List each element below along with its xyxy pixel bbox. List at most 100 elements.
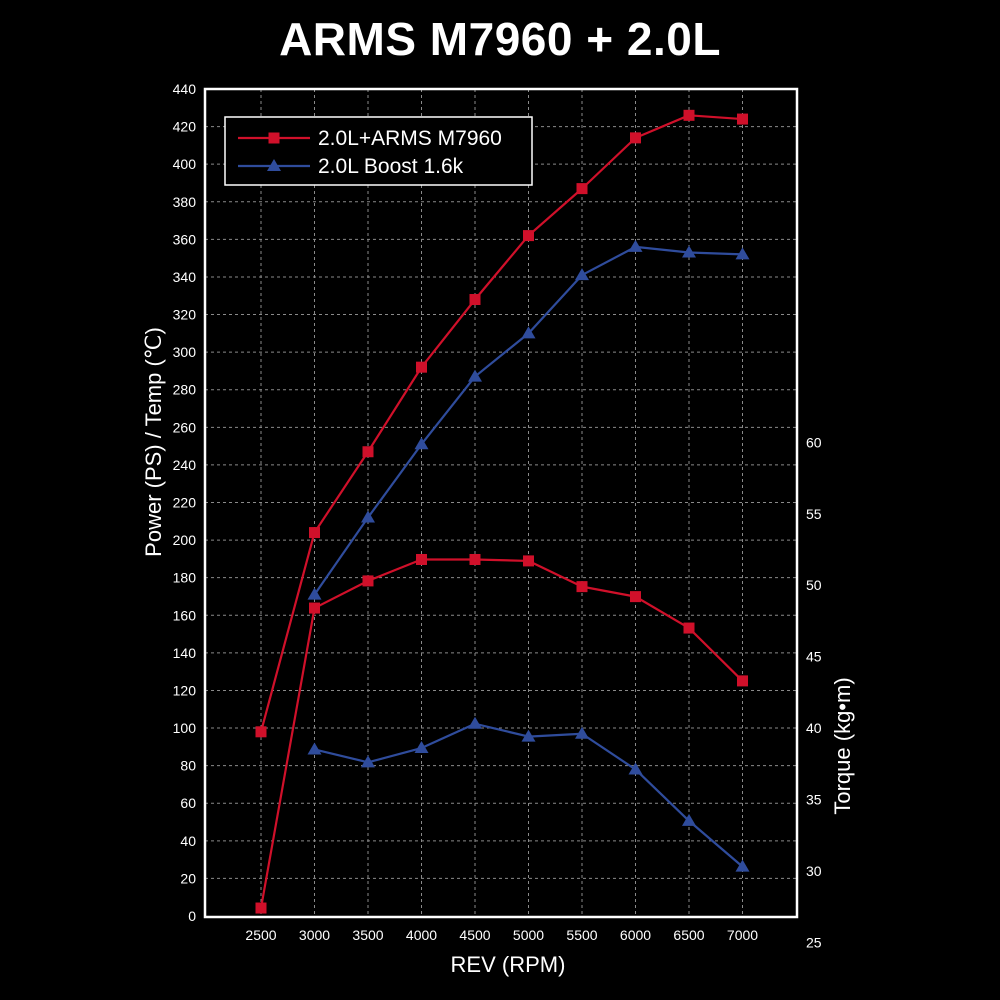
data-point <box>469 553 481 565</box>
series-line <box>259 114 743 733</box>
y-tick-label-left: 360 <box>173 231 197 247</box>
y-tick-label-right: 50 <box>806 577 822 593</box>
data-point <box>361 755 375 768</box>
y-tick-label-left: 80 <box>180 758 196 774</box>
series-line <box>259 558 744 909</box>
x-axis-ticks: 2500 3000 3500 4000 4500 5000 5500 6000 6500 7000 <box>245 927 758 943</box>
x-tick-label: 3500 <box>352 927 383 943</box>
series-power-blue <box>307 239 750 600</box>
y-tick-label-left: 340 <box>173 269 197 285</box>
data-point <box>521 326 536 339</box>
data-point <box>735 859 750 872</box>
x-tick-label: 6500 <box>673 927 704 943</box>
data-point <box>682 813 696 826</box>
legend-label: 2.0L+ARMS M7960 <box>318 127 502 150</box>
x-tick-label: 2500 <box>245 927 276 943</box>
data-point <box>523 555 534 567</box>
y-tick-label-left: 60 <box>180 795 196 811</box>
data-point <box>361 510 375 523</box>
x-tick-label: 3000 <box>299 927 330 943</box>
y-tick-label-left: 100 <box>173 720 197 736</box>
x-tick-label: 4000 <box>406 927 437 943</box>
y-tick-label-left: 400 <box>173 156 197 172</box>
y-tick-label-left: 440 <box>173 81 197 97</box>
data-point <box>307 742 322 755</box>
data-point <box>468 369 482 382</box>
series-layer <box>255 109 750 914</box>
x-tick-label: 5000 <box>513 927 544 943</box>
data-point <box>630 132 641 144</box>
right-axis-ticks: 25 30 35 40 45 50 55 60 <box>806 434 822 950</box>
series-power-red <box>255 109 748 738</box>
y-tick-label-left: 0 <box>188 908 196 924</box>
series-torque-red <box>255 553 748 914</box>
y-axis-label-right: Torque (kg•m) <box>830 677 855 814</box>
y-tick-label-left: 220 <box>173 495 197 511</box>
data-point <box>362 575 374 587</box>
data-point <box>416 361 427 373</box>
y-tick-label-right: 35 <box>806 791 822 807</box>
data-point <box>414 437 429 450</box>
legend: 2.0L+ARMS M7960 2.0L Boost 1.6k <box>224 116 533 186</box>
legend-label: 2.0L Boost 1.6k <box>318 155 464 178</box>
x-axis-label: REV (RPM) <box>451 952 566 977</box>
y-tick-label-right: 60 <box>806 434 822 450</box>
y-axis-label-left: Power (PS) / Temp (℃) <box>141 327 166 557</box>
y-tick-label-right: 25 <box>806 934 822 950</box>
data-point <box>628 239 643 252</box>
chart-title: ARMS M7960 + 2.0L <box>279 13 721 65</box>
data-point <box>523 230 534 242</box>
legend-marker <box>267 159 281 171</box>
data-point <box>735 247 750 260</box>
data-point <box>521 729 536 742</box>
y-tick-label-left: 300 <box>173 344 197 360</box>
data-point <box>468 716 482 729</box>
legend-marker <box>268 132 280 144</box>
y-tick-label-left: 320 <box>173 307 197 323</box>
y-tick-label-left: 380 <box>173 194 197 210</box>
left-axis-ticks: 0 20 40 60 80 100 120 140 160 180 200 220 240 260 280 3… <box>173 81 197 924</box>
data-point <box>628 762 643 775</box>
y-tick-label-left: 240 <box>173 457 197 473</box>
y-tick-label-left: 280 <box>173 382 197 398</box>
data-point <box>576 581 588 593</box>
data-point <box>630 591 641 603</box>
y-tick-label-left: 260 <box>173 419 197 435</box>
data-point <box>307 587 322 600</box>
y-tick-label-left: 20 <box>180 870 196 886</box>
data-point <box>362 446 374 458</box>
data-point <box>255 902 267 914</box>
plot-frame <box>203 87 799 919</box>
data-point <box>683 109 695 121</box>
y-tick-label-left: 200 <box>173 532 197 548</box>
data-point <box>576 183 588 195</box>
y-tick-label-left: 40 <box>180 833 196 849</box>
data-point <box>575 726 589 739</box>
y-tick-label-right: 45 <box>806 649 822 665</box>
x-tick-label: 4500 <box>459 927 490 943</box>
y-tick-label-left: 120 <box>173 682 197 698</box>
series-torque-blue <box>307 716 750 872</box>
data-point <box>309 602 320 614</box>
data-point <box>469 294 481 306</box>
legend-box <box>224 116 533 186</box>
data-point <box>255 726 267 738</box>
y-tick-label-right: 30 <box>806 863 822 879</box>
y-tick-label-left: 180 <box>173 570 197 586</box>
y-tick-label-right: 55 <box>806 506 822 522</box>
y-tick-label-right: 40 <box>806 720 822 736</box>
data-point <box>416 553 427 565</box>
x-tick-label: 5500 <box>566 927 597 943</box>
x-tick-label: 7000 <box>727 927 758 943</box>
y-tick-label-left: 420 <box>173 119 197 135</box>
grid <box>205 89 797 917</box>
data-point <box>683 622 695 634</box>
data-point <box>737 113 748 125</box>
data-point <box>414 741 429 754</box>
y-tick-label-left: 160 <box>173 607 197 623</box>
data-point <box>737 675 748 687</box>
data-point <box>682 245 696 258</box>
data-point <box>575 268 589 281</box>
y-tick-label-left: 140 <box>173 645 197 661</box>
